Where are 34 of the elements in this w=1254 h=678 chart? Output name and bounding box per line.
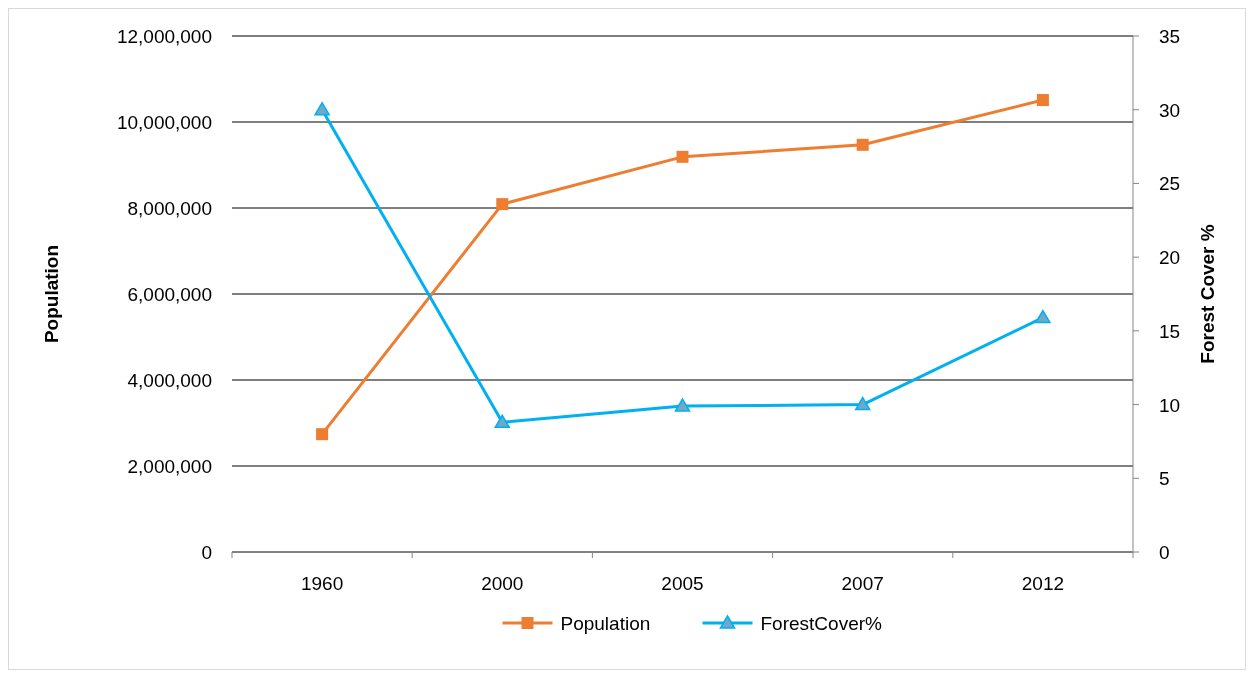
- legend-label: Population: [560, 613, 651, 634]
- y-axis-title: Population: [41, 244, 62, 344]
- legend-label: ForestCover%: [760, 613, 883, 634]
- y2-tick-label: 25: [1159, 173, 1181, 195]
- x-tick-label: 2012: [1021, 573, 1065, 594]
- y-tick-label: 10,000,000: [116, 112, 212, 133]
- y2-tick-label: 35: [1159, 26, 1181, 47]
- point: [854, 396, 871, 411]
- point: [1035, 309, 1051, 324]
- point: [676, 150, 689, 163]
- y-tick-label: 2,000,000: [127, 456, 212, 477]
- y-tick-label: 6,000,000: [127, 284, 212, 305]
- y-tick-label: 8,000,000: [127, 198, 212, 219]
- y-tick-label: 12,000,000: [116, 26, 212, 47]
- y2-tick-label: 30: [1159, 99, 1181, 121]
- x-tick-label: 1960: [300, 573, 344, 594]
- x-tick-label: 2000: [481, 573, 524, 594]
- x-tick-label: 2007: [841, 573, 884, 594]
- y2-axis-title: Forest Cover %: [1197, 224, 1218, 364]
- x-tick-label: 2005: [661, 573, 704, 594]
- point: [314, 101, 330, 116]
- point: [674, 398, 691, 412]
- y-tick-label: 4,000,000: [127, 370, 212, 391]
- y2-tick-label: 5: [1159, 468, 1170, 490]
- point: [496, 198, 509, 211]
- point: [856, 138, 869, 151]
- y2-tick-label: 10: [1159, 394, 1181, 416]
- point: [1036, 94, 1049, 107]
- y-tick-label: 0: [201, 542, 212, 563]
- point: [316, 428, 329, 441]
- y2-tick-label: 20: [1159, 247, 1181, 269]
- y2-tick-label: 0: [1159, 542, 1170, 563]
- y2-tick-label: 15: [1159, 320, 1181, 342]
- point: [494, 414, 511, 429]
